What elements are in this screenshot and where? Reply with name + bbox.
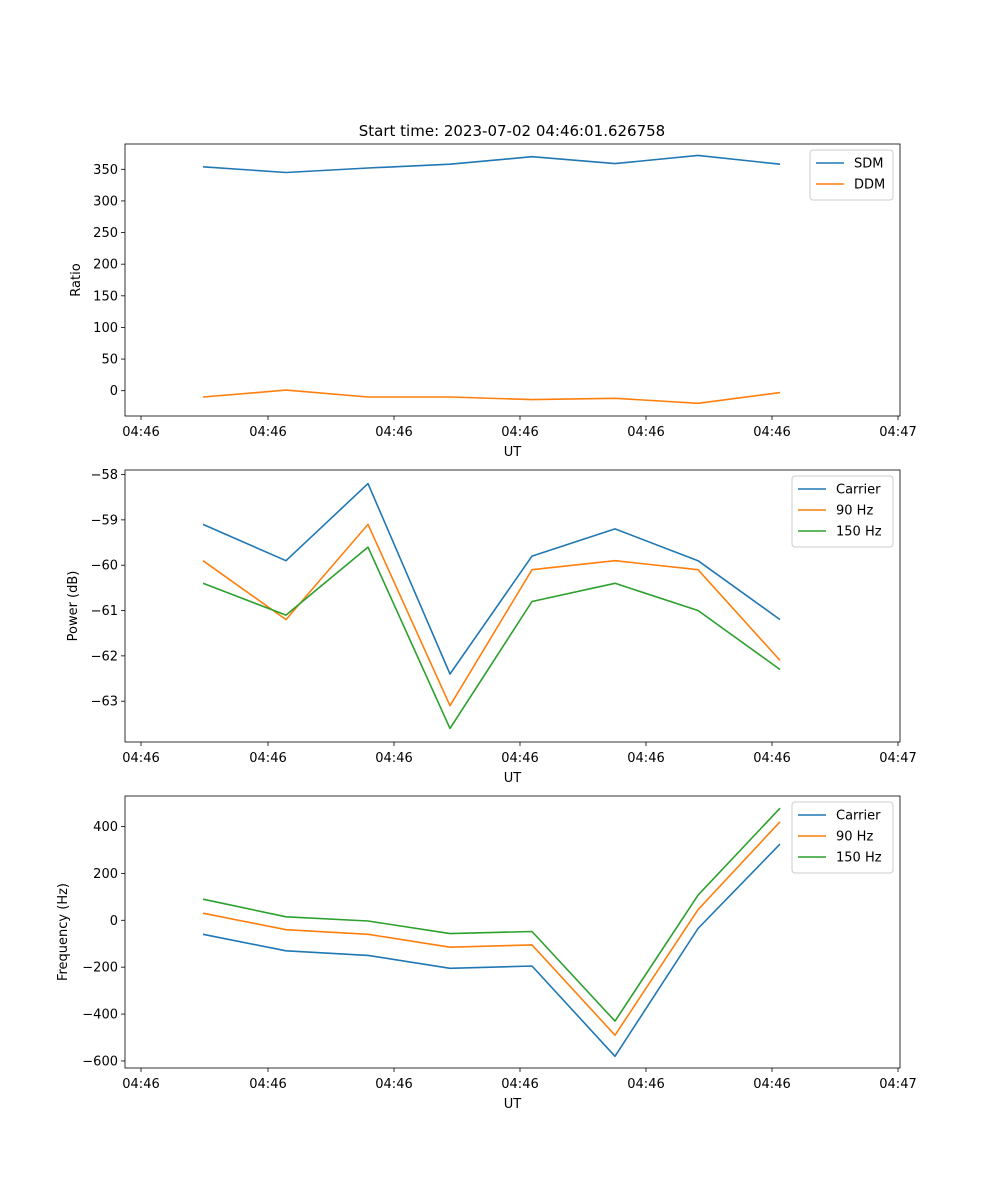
y-tick-label: 400 [93,820,118,835]
x-tick-label: 04:46 [249,425,286,440]
x-tick-label: 04:46 [249,1077,286,1092]
y-tick-label: −63 [91,695,118,710]
x-tick-label: 04:46 [122,425,159,440]
series-line-carrier [202,843,781,1058]
series-line-sdm [202,154,781,174]
x-tick-label: 04:46 [501,1077,538,1092]
chart-panel-2: −63 −62 −61 −60 −59 −58 04:46 04:46 04:46 04:46 04… [66,468,917,786]
x-tick-label: 04:46 [122,751,159,766]
y-axis-label: Ratio [69,263,84,296]
legend: Carrier 90 Hz 150 Hz [791,475,894,548]
x-tick-label: 04:46 [753,751,790,766]
legend-label: SDM [854,157,883,172]
legend-label: 150 Hz [836,851,882,866]
series-line-150-hz [202,807,781,1022]
x-tick-label: 04:47 [879,425,916,440]
chart-panel-1: 0 50 100 150 200 250 300 350 04:46 04:46 04:46 04:4… [69,143,917,460]
y-tick-label: 200 [93,867,118,882]
legend: Carrier 90 Hz 150 Hz [791,801,894,874]
x-tick-label: 04:46 [249,751,286,766]
legend-box [791,801,894,874]
x-tick-label: 04:46 [627,751,664,766]
series-line-150-hz [202,546,781,730]
legend-label: 150 Hz [836,525,882,540]
y-tick-label: 0 [110,914,118,929]
y-tick-label: 300 [93,194,118,209]
legend-box [791,475,894,548]
y-tick-label: 250 [93,226,118,241]
legend-label: 90 Hz [836,830,873,845]
x-tick-label: 04:46 [501,751,538,766]
x-tick-label: 04:46 [375,425,412,440]
legend-label: 90 Hz [836,504,873,519]
plots-container: 0 50 100 150 200 250 300 350 04:46 04:46 04:46 04:4… [56,143,917,1112]
axes-frame [124,469,901,743]
y-tick-label: −600 [82,1054,118,1069]
axes-frame [124,795,901,1069]
y-tick-label: −62 [91,649,118,664]
series-line-ddm [202,389,781,405]
chart-panel-3: −600 −400 −200 0 200 400 04:46 04:46 04:46 04:46 0… [56,795,917,1112]
y-tick-label: −58 [91,468,118,483]
x-tick-label: 04:46 [375,1077,412,1092]
y-axis-label: Power (dB) [66,571,81,642]
x-tick-label: 04:46 [753,1077,790,1092]
series-line-carrier [202,482,781,675]
axes-frame [124,143,901,417]
x-tick-label: 04:47 [879,1077,916,1092]
y-tick-label: 150 [93,289,118,304]
x-tick-label: 04:46 [627,425,664,440]
x-tick-label: 04:46 [501,425,538,440]
x-axis-label: UT [504,771,522,786]
figure-title: Start time: 2023-07-02 04:46:01.626758 [359,122,665,140]
y-axis-label: Frequency (Hz) [56,883,71,981]
x-tick-label: 04:46 [753,425,790,440]
x-axis-label: UT [504,445,522,460]
legend-label: Carrier [836,809,881,824]
y-tick-label: −400 [82,1008,118,1023]
series-line-90-hz [202,821,781,1036]
y-tick-label: 0 [110,384,118,399]
legend-label: Carrier [836,483,881,498]
x-tick-label: 04:46 [122,1077,159,1092]
y-tick-label: 200 [93,258,118,273]
y-tick-label: 100 [93,321,118,336]
legend-label: DDM [854,178,885,193]
x-tick-label: 04:46 [375,751,412,766]
x-tick-label: 04:47 [879,751,916,766]
x-tick-label: 04:46 [627,1077,664,1092]
y-tick-label: −60 [91,559,118,574]
y-tick-label: −59 [91,513,118,528]
y-tick-label: 350 [93,163,118,178]
y-tick-label: −200 [82,961,118,976]
y-tick-label: −61 [91,604,118,619]
x-axis-label: UT [504,1097,522,1112]
legend: SDM DDM [809,149,894,201]
y-tick-label: 50 [101,353,118,368]
